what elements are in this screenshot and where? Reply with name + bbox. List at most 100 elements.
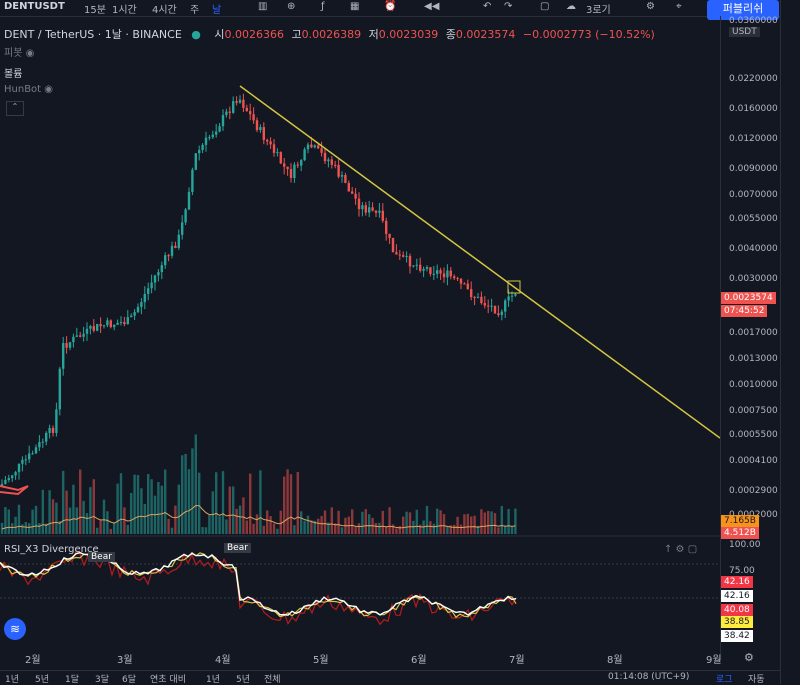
price-axis-label: 0.0010000 [729,380,778,390]
volume-tag: 4.512B [721,527,759,539]
volume-bar [45,523,48,534]
indicator-volume[interactable]: 볼륨 [4,65,22,80]
indicator-pivot[interactable]: 피봇 ◉ [4,44,34,59]
replay-icon[interactable]: ◀◀ [424,1,440,12]
fullscreen-icon[interactable]: ▢ [540,1,550,12]
undo-icon[interactable]: ↶ [483,1,492,12]
candle-body [102,325,106,327]
template-label[interactable]: 3로기 [586,5,611,16]
candle-body [493,305,497,314]
candle-body [303,149,306,161]
interval-15m[interactable]: 15분 [84,5,106,16]
interval-day[interactable]: 날 [212,5,222,16]
volume-bar [276,528,279,534]
range-ytd[interactable]: 연초 대비 [150,675,186,685]
indicator-hunbot[interactable]: HunBot ◉ [4,84,53,95]
scroll-to-realtime-icon[interactable]: ≋ [4,618,26,640]
indicator-templates-icon[interactable]: ƒ [321,1,325,12]
rsi-axis-75: 75.00 [729,566,755,576]
range-1m[interactable]: 1달 [65,675,80,685]
currency-label[interactable]: USDT [729,27,760,37]
volume-bar [449,525,452,534]
candle-body [65,343,68,348]
candle-body [449,270,452,277]
price-axis-label: 0.0120000 [729,134,778,144]
layout-icon[interactable]: ▦ [350,1,360,12]
candle-body [276,152,279,154]
add-indicator-icon[interactable]: ⊕ [287,1,296,12]
snapshot-icon[interactable]: ⌖ [676,1,682,12]
volume-bar [99,520,102,534]
volume-bar [357,523,361,534]
candle-body [249,111,252,115]
volume-bar [58,521,61,534]
candle-body [466,283,469,290]
pane-controls-icon[interactable]: ↑ ⚙ ▢ [664,544,698,555]
range-5y-b[interactable]: 5년 [236,675,251,685]
axis-settings-gear-icon[interactable]: ⚙ [744,651,754,664]
eye-icon[interactable]: ◉ [25,48,35,59]
clock[interactable]: 01:14:08 (UTC+9) [608,672,690,682]
auto-scale-toggle[interactable]: 자동 [748,675,765,685]
interval-4h[interactable]: 4시간 [152,5,177,16]
volume-bar [364,509,367,534]
candle-body [408,255,412,267]
publish-button[interactable]: 퍼블리쉬 [707,0,779,20]
bear-divergence-label-2: Bear [88,552,115,562]
price-axis-label: 0.0070000 [729,190,778,200]
price-axis-label: 0.0040000 [729,244,778,254]
candle-body [415,264,418,266]
volume-bar [72,484,75,534]
log-scale-toggle[interactable]: 로그 [716,675,733,685]
interval-1h[interactable]: 1시간 [112,5,137,16]
rsi-value-tag: 38.42 [721,630,753,642]
volume-bar [296,472,299,534]
rsi-title[interactable]: RSI_X3 Divergence [4,544,99,555]
save-layout-icon[interactable]: ☁ [566,1,576,12]
candle-body [242,99,245,108]
candle-body [470,289,473,298]
volume-bar [79,469,82,534]
candle-body [425,267,429,269]
eye-icon[interactable]: ◉ [44,84,54,95]
candle-body [109,320,112,328]
candle-body [453,276,456,279]
price-chart[interactable] [0,16,720,656]
range-5y[interactable]: 5년 [35,675,50,685]
volume-bar [497,527,500,534]
symbol-search[interactable]: DENTUSDT [4,1,65,12]
candle-body [75,335,78,337]
volume-bar [211,491,214,534]
range-3m[interactable]: 3달 [95,675,110,685]
range-1y-b[interactable]: 1년 [206,675,221,685]
candle-body [368,207,371,213]
volume-bar [334,523,337,534]
volume-bar [262,525,265,534]
candle-body [130,315,133,318]
candle-body [354,193,357,199]
range-6m[interactable]: 6달 [122,675,137,685]
collapse-legend-icon[interactable]: ⌃ [6,101,24,116]
chart-type-icon[interactable]: ▥ [258,1,268,12]
candle-body [187,191,191,210]
volume-bar [187,469,191,534]
close-value: 0.0023574 [455,28,516,41]
range-1y[interactable]: 1년 [5,675,20,685]
candle-body [402,255,405,257]
volume-bar [11,523,14,534]
candle-body [245,107,248,112]
settings-gear-icon[interactable]: ⚙ [646,1,655,12]
candle-body [344,175,347,184]
redo-icon[interactable]: ↷ [504,1,513,12]
range-all[interactable]: 전체 [264,675,281,685]
candle-body [140,302,143,307]
alert-icon[interactable]: ⏰ [384,1,397,12]
volume-bar [381,510,384,534]
candle-body [388,233,391,238]
candle-body [62,343,65,369]
price-axis[interactable]: 0.0360000 USDT 0.0220000 0.0160000 0.01200… [720,16,781,660]
interval-week[interactable]: 주 [190,5,200,16]
volume-bar [17,504,21,534]
candle-body [51,427,55,433]
volume-bar [391,524,395,534]
